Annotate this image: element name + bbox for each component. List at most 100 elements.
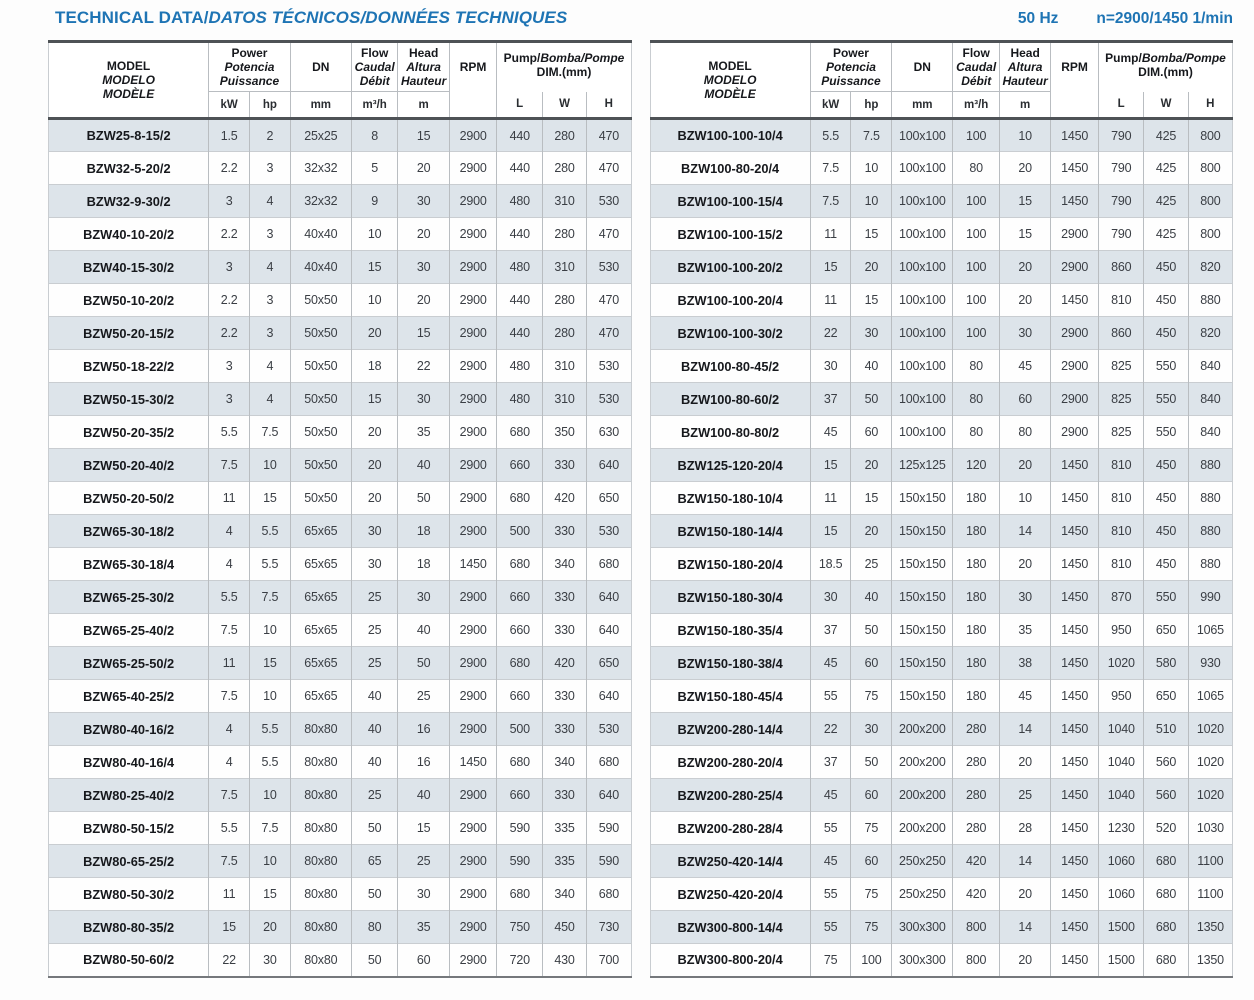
value-cell: 65x65 [289, 646, 352, 680]
value-cell: 100x100 [891, 118, 953, 152]
unit-dn: mm [891, 91, 953, 119]
value-cell: 450 [541, 910, 587, 944]
value-cell: 280 [541, 283, 587, 317]
value-cell: 550 [1143, 382, 1189, 416]
value-cell: 100x100 [891, 184, 953, 218]
value-cell: 280 [952, 811, 1000, 845]
value-cell: 2900 [448, 778, 497, 812]
col-header-rpm: RPM [448, 41, 497, 119]
value-cell: 650 [586, 646, 631, 680]
value-cell: 100x100 [891, 415, 953, 449]
value-cell: 37 [809, 745, 851, 779]
value-cell: 280 [541, 217, 587, 251]
value-cell: 25 [397, 679, 450, 713]
value-cell: 100 [952, 250, 1000, 284]
model-cell: BZW100-80-80/2 [650, 415, 811, 449]
value-cell: 20 [397, 151, 450, 185]
value-cell: 100 [952, 184, 1000, 218]
value-cell: 20 [998, 283, 1051, 317]
value-cell: 15 [998, 184, 1051, 218]
value-cell: 7.5 [208, 448, 250, 482]
value-cell: 470 [586, 118, 631, 152]
value-cell: 80x80 [289, 778, 352, 812]
value-cell: 335 [541, 844, 587, 878]
value-cell: 280 [541, 151, 587, 185]
value-cell: 800 [1187, 118, 1233, 152]
value-cell: 590 [496, 811, 543, 845]
value-cell: 1450 [448, 547, 497, 581]
value-cell: 16 [397, 712, 450, 746]
value-cell: 80x80 [289, 844, 352, 878]
table-body-left: BZW25-8-15/2 1.5 2 25x25 8 15 2900 440 280 470 BZW… [48, 118, 631, 977]
value-cell: 530 [586, 514, 631, 548]
value-cell: 1450 [1050, 151, 1099, 185]
value-cell: 660 [496, 613, 543, 647]
value-cell: 15 [998, 217, 1051, 251]
value-cell: 5.5 [208, 580, 250, 614]
model-cell: BZW50-20-15/2 [48, 316, 209, 350]
value-cell: 30 [998, 580, 1051, 614]
value-cell: 15 [350, 382, 398, 416]
value-cell: 5.5 [248, 745, 291, 779]
value-cell: 425 [1143, 118, 1189, 152]
table-row: BZW150-180-30/4 30 40 150x150 180 30 1450 870 55… [650, 580, 1233, 614]
value-cell: 3 [248, 283, 291, 317]
value-cell: 45 [809, 778, 851, 812]
value-cell: 1450 [1050, 679, 1099, 713]
model-cell: BZW50-10-20/2 [48, 283, 209, 317]
table-row: BZW80-65-25/2 7.5 10 80x80 65 25 2900 590 335 590 [48, 844, 631, 878]
value-cell: 10 [248, 448, 291, 482]
value-cell: 1040 [1097, 778, 1144, 812]
model-cell: BZW250-420-20/4 [650, 877, 811, 911]
value-cell: 11 [208, 646, 250, 680]
value-cell: 680 [496, 415, 543, 449]
table-row: BZW65-30-18/2 4 5.5 65x65 30 18 2900 500 330 530 [48, 514, 631, 548]
value-cell: 310 [541, 250, 587, 284]
value-cell: 8 [350, 118, 398, 152]
value-cell: 35 [998, 613, 1051, 647]
value-cell: 1450 [1050, 778, 1099, 812]
value-cell: 1500 [1097, 910, 1144, 944]
value-cell: 1450 [1050, 712, 1099, 746]
value-cell: 180 [952, 646, 1000, 680]
col-header-model: MODEL MODELO MODÈLE [102, 58, 155, 102]
table-row: BZW150-180-38/4 45 60 150x150 180 38 1450 1020 5… [650, 646, 1233, 680]
model-cell: BZW150-180-20/4 [650, 547, 811, 581]
value-cell: 1020 [1187, 745, 1233, 779]
value-cell: 30 [248, 943, 291, 977]
value-cell: 22 [208, 943, 250, 977]
table-row: BZW150-180-35/4 37 50 150x150 180 35 1450 950 65… [650, 613, 1233, 647]
col-header-dn: DN [891, 41, 953, 92]
table-row: BZW150-180-45/4 55 75 150x150 180 45 1450 950 65… [650, 679, 1233, 713]
value-cell: 15 [397, 316, 450, 350]
value-cell: 80x80 [289, 943, 352, 977]
value-cell: 25 [350, 613, 398, 647]
value-cell: 20 [998, 943, 1051, 977]
value-cell: 45 [998, 349, 1051, 383]
value-cell: 7.5 [850, 118, 892, 152]
model-cell: BZW250-420-14/4 [650, 844, 811, 878]
model-cell: BZW200-280-25/4 [650, 778, 811, 812]
value-cell: 9 [350, 184, 398, 218]
value-cell: 150x150 [891, 547, 953, 581]
table-row: BZW80-50-15/2 5.5 7.5 80x80 50 15 2900 590 335 59… [48, 811, 631, 845]
value-cell: 180 [952, 547, 1000, 581]
value-cell: 470 [586, 151, 631, 185]
value-cell: 200x200 [891, 778, 953, 812]
value-cell: 20 [998, 877, 1051, 911]
value-cell: 880 [1187, 481, 1233, 515]
value-cell: 38 [998, 646, 1051, 680]
table-row: BZW50-18-22/2 3 4 50x50 18 22 2900 480 310 530 [48, 349, 631, 383]
value-cell: 150x150 [891, 481, 953, 515]
value-cell: 700 [586, 943, 631, 977]
value-cell: 680 [1143, 910, 1189, 944]
value-cell: 2900 [448, 382, 497, 416]
value-cell: 420 [952, 844, 1000, 878]
value-cell: 11 [809, 481, 851, 515]
table-row: BZW80-40-16/4 4 5.5 80x80 40 16 1450 680 340 680 [48, 745, 631, 779]
model-cell: BZW80-25-40/2 [48, 778, 209, 812]
value-cell: 425 [1143, 217, 1189, 251]
value-cell: 14 [998, 910, 1051, 944]
value-cell: 20 [850, 448, 892, 482]
value-cell: 25 [397, 844, 450, 878]
